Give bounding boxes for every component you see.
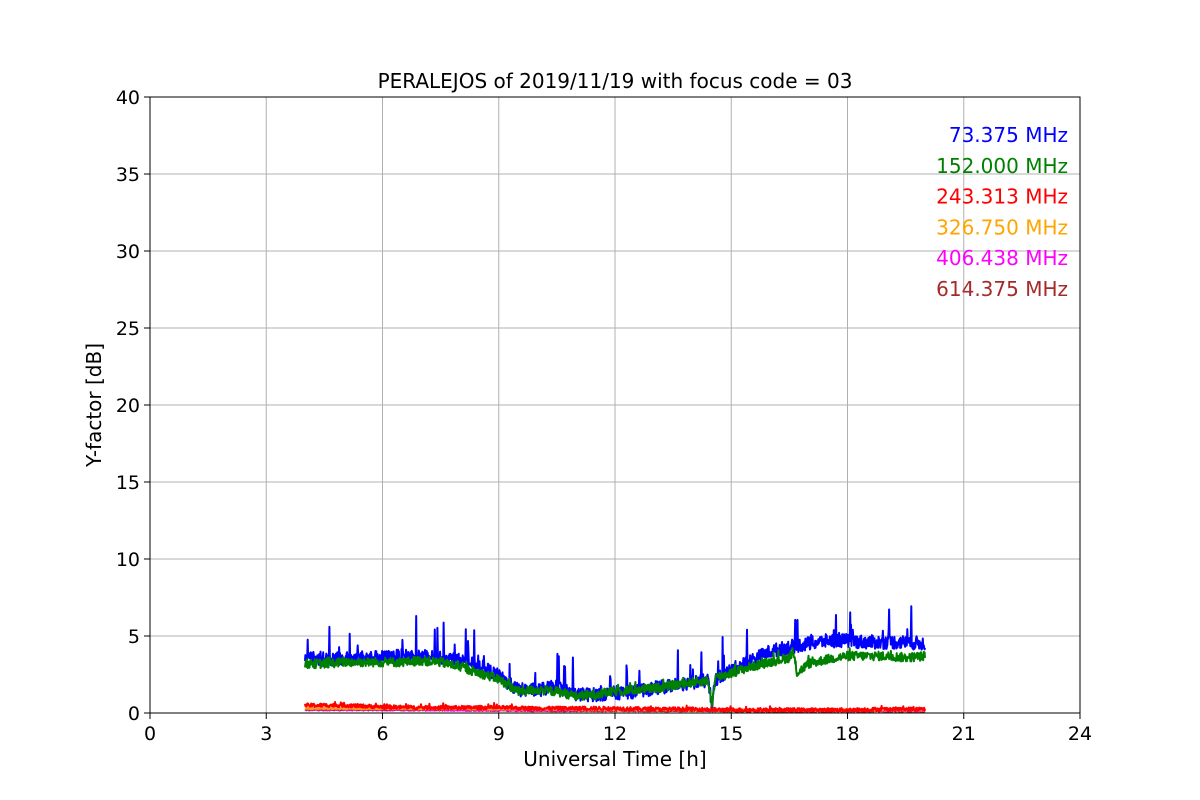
chart-title: PERALEJOS of 2019/11/19 with focus code … (378, 69, 853, 93)
legend-entry-5: 614.375 MHz (936, 277, 1068, 301)
y-tick-label-2: 10 (116, 549, 140, 571)
x-tick-label-8: 24 (1068, 723, 1092, 745)
legend-entry-1: 152.000 MHz (936, 154, 1068, 178)
x-tick-label-2: 6 (376, 723, 388, 745)
plot-area (304, 605, 926, 714)
legend-entry-4: 406.438 MHz (936, 246, 1068, 270)
y-tick-label-4: 20 (116, 395, 140, 417)
legend-entry-2: 243.313 MHz (936, 185, 1068, 209)
x-tick-label-7: 21 (952, 723, 976, 745)
series-line-0 (304, 605, 926, 709)
y-tick-label-7: 35 (116, 164, 140, 186)
legend-entry-3: 326.750 MHz (936, 215, 1068, 239)
x-tick-label-4: 12 (603, 723, 627, 745)
y-tick-label-3: 15 (116, 472, 140, 494)
series-line-2 (304, 701, 926, 713)
x-tick-label-5: 15 (719, 723, 743, 745)
x-axis-title: Universal Time [h] (523, 747, 706, 771)
x-tick-label-0: 0 (144, 723, 156, 745)
y-tick-label-6: 30 (116, 241, 140, 263)
y-tick-label-5: 25 (116, 318, 140, 340)
y-tick-label-0: 0 (128, 703, 140, 725)
legend-entry-0: 73.375 MHz (949, 123, 1068, 147)
y-axis-title: Y-factor [dB] (82, 343, 106, 468)
grid-lines (150, 97, 1080, 713)
axis-ticks: 0 3 6 9 12 15 18 21 24 0 5 10 15 20 25 30 35 40 (116, 87, 1092, 745)
legend: 73.375 MHz 152.000 MHz 243.313 MHz 326.750 … (936, 123, 1068, 301)
x-tick-label-1: 3 (260, 723, 272, 745)
x-tick-label-6: 18 (835, 723, 859, 745)
series-line-1 (304, 647, 926, 708)
x-tick-label-3: 9 (493, 723, 505, 745)
y-tick-label-8: 40 (116, 87, 140, 109)
y-tick-label-1: 5 (128, 626, 140, 648)
